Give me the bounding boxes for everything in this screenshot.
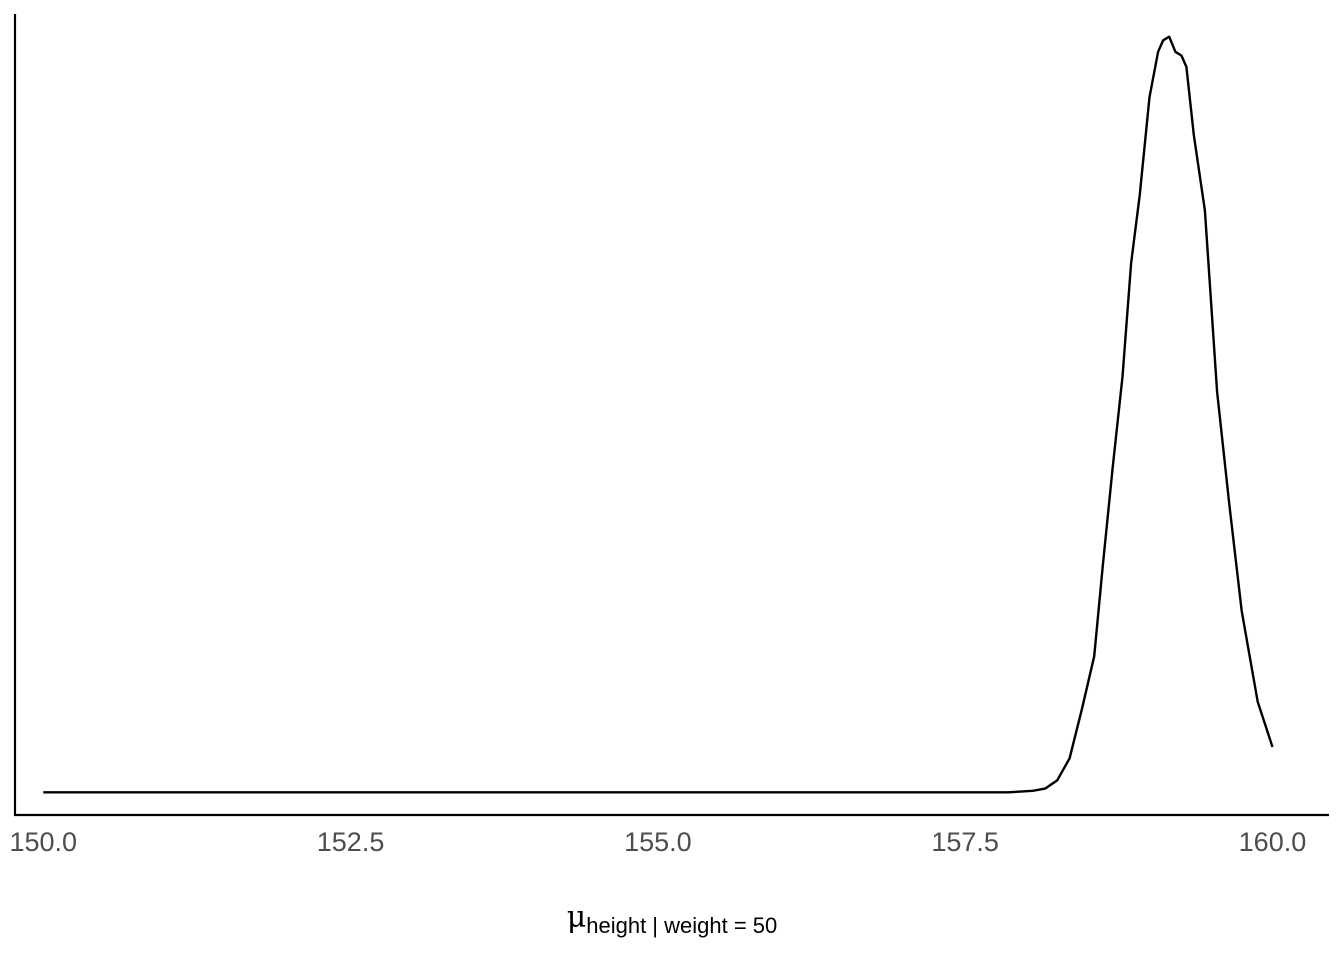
- x-tick-label: 155.0: [624, 827, 692, 857]
- x-axis-title-symbol: μ: [566, 900, 587, 935]
- x-tick-group: 150.0 152.5 155.0 157.5 160.0: [9, 827, 1306, 857]
- x-tick-label: 157.5: [931, 827, 999, 857]
- x-axis-title: μheight | weight = 50: [0, 900, 1344, 938]
- x-tick-label: 152.5: [317, 827, 385, 857]
- x-tick-label: 160.0: [1239, 827, 1307, 857]
- x-axis-title-subscript: height | weight = 50: [586, 913, 778, 938]
- x-tick-label: 150.0: [9, 827, 77, 857]
- density-curve: [43, 35, 1274, 794]
